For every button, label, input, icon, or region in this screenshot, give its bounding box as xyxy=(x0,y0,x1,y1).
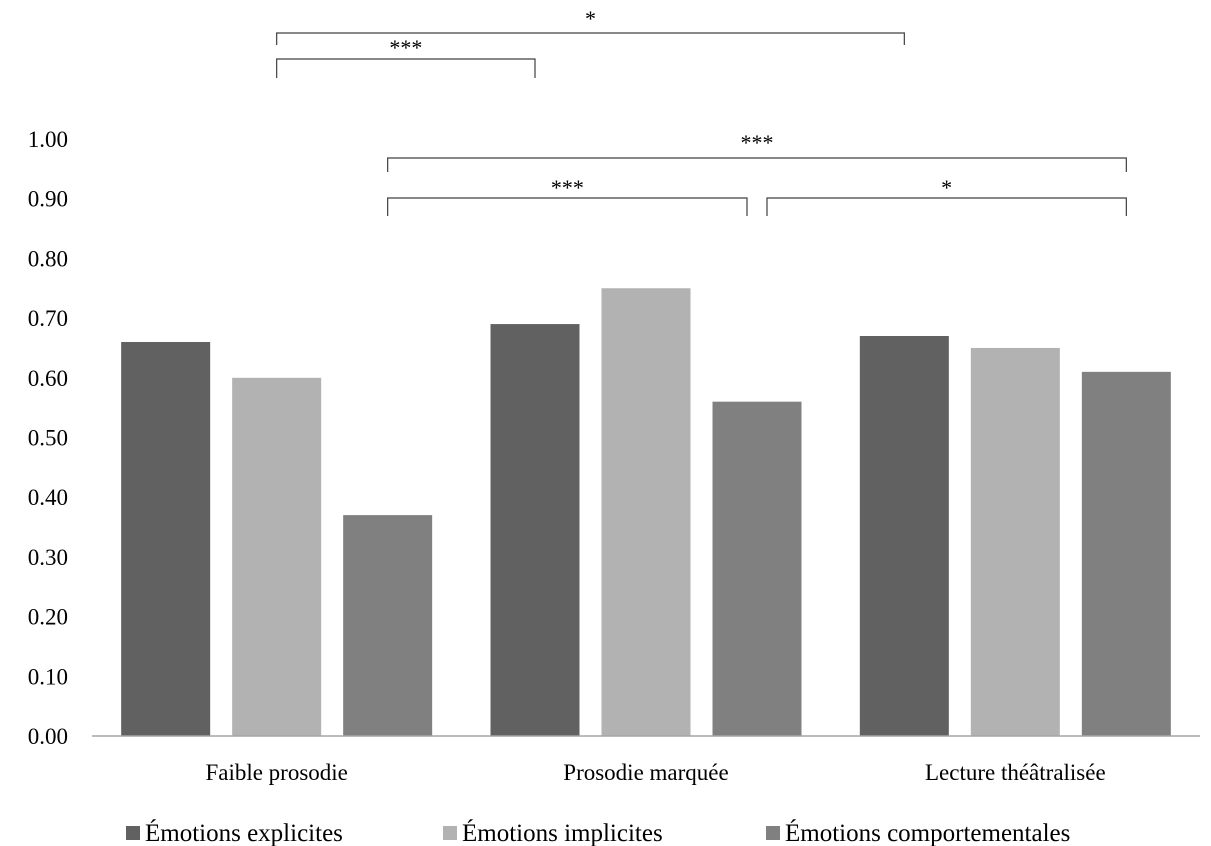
y-axis: 0.00 0.10 0.20 0.30 0.40 0.50 0.60 0.70 0.80 0.90… xyxy=(28,127,68,749)
y-tick-label: 0.40 xyxy=(28,485,68,510)
y-tick-label: 0.70 xyxy=(28,306,68,331)
bar xyxy=(970,347,1060,736)
x-tick-label: Prosodie marquée xyxy=(563,760,728,785)
y-tick-label: 0.10 xyxy=(28,664,68,689)
significance-brackets: ********** * xyxy=(276,6,1127,216)
bar xyxy=(1081,371,1171,736)
bar xyxy=(490,324,580,736)
significance-label: *** xyxy=(389,35,422,60)
y-tick-label: 1.00 xyxy=(28,127,68,152)
significance-label: * xyxy=(585,6,596,31)
significance-bracket xyxy=(276,58,536,78)
bar xyxy=(712,401,802,736)
y-tick-label: 0.00 xyxy=(28,724,68,749)
y-tick-label: 0.80 xyxy=(28,246,68,271)
x-tick-label: Faible prosodie xyxy=(205,760,347,785)
significance-bracket xyxy=(387,157,1127,172)
significance-bracket xyxy=(276,32,905,45)
legend-label: Émotions implicites xyxy=(462,819,663,846)
legend-item: Émotions explicites xyxy=(126,819,343,846)
bar xyxy=(859,336,949,736)
y-tick-label: 0.20 xyxy=(28,605,68,630)
bar xyxy=(232,377,322,736)
bar xyxy=(343,515,433,736)
legend-swatch xyxy=(766,826,780,840)
legend-label: Émotions explicites xyxy=(145,819,343,846)
significance-label: *** xyxy=(551,175,584,200)
y-tick-label: 0.50 xyxy=(28,426,68,451)
significance-bracket xyxy=(387,197,748,216)
x-tick-label: Lecture théâtralisée xyxy=(925,760,1106,785)
y-tick-label: 0.90 xyxy=(28,187,68,212)
x-axis-labels: Faible prosodie Prosodie marquée Lecture t… xyxy=(205,760,1105,785)
bar xyxy=(121,341,211,736)
legend-item: Émotions implicites xyxy=(443,819,663,846)
bar xyxy=(601,288,691,736)
legend-item: Émotions comportementales xyxy=(766,819,1070,846)
y-tick-label: 0.60 xyxy=(28,366,68,391)
y-tick-label: 0.30 xyxy=(28,545,68,570)
significance-label: * xyxy=(941,175,952,200)
bars xyxy=(121,288,1171,736)
significance-label: *** xyxy=(741,130,774,155)
significance-bracket xyxy=(766,197,1127,216)
legend: Émotions explicites Émotions implicites Ém… xyxy=(126,819,1070,846)
legend-label: Émotions comportementales xyxy=(785,819,1070,846)
legend-swatch xyxy=(126,826,140,840)
legend-swatch xyxy=(443,826,457,840)
